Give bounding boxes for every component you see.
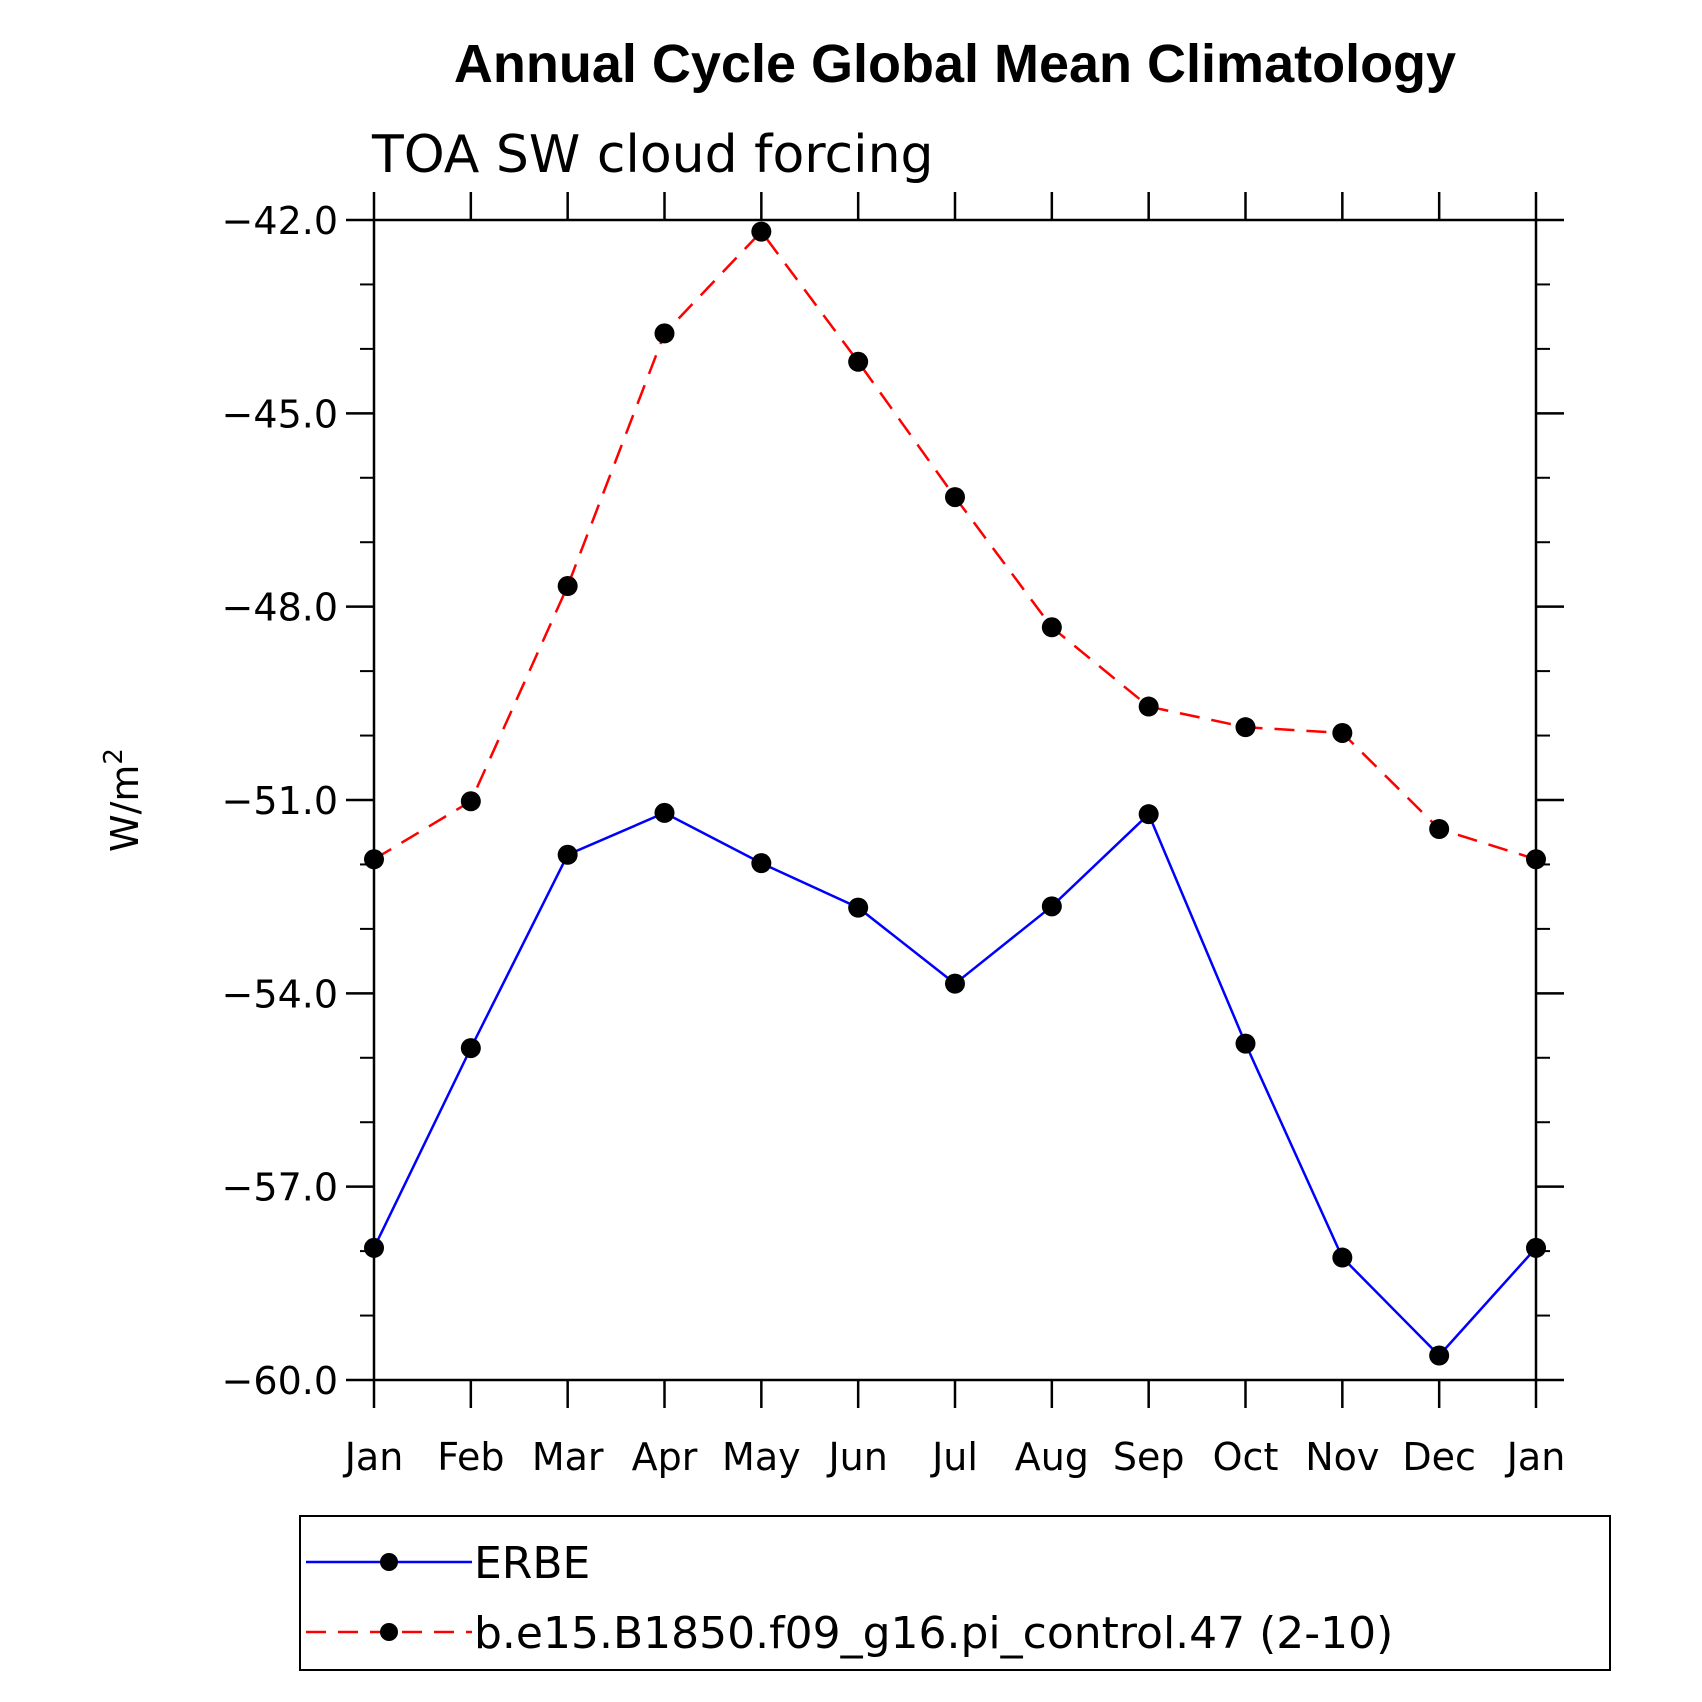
svg-text:W/m2: W/m2 xyxy=(99,748,147,852)
data-point-1 xyxy=(1138,696,1159,717)
marker-layer xyxy=(364,221,1546,1366)
x-tick-label: Aug xyxy=(1015,1435,1089,1479)
data-point-1 xyxy=(1235,717,1256,738)
y-tick-label: −45.0 xyxy=(222,392,338,436)
y-tick-label: −42.0 xyxy=(222,199,338,243)
data-point-1 xyxy=(654,323,675,344)
x-tick-label: Mar xyxy=(532,1435,604,1479)
data-point-0 xyxy=(751,853,772,874)
y-axis-label-text: W/m xyxy=(103,765,147,852)
series-layer xyxy=(372,229,1537,1358)
data-point-0 xyxy=(1138,804,1159,825)
legend-marker-erbe xyxy=(380,1553,398,1571)
legend-label-model: b.e15.B1850.f09_g16.pi_control.47 (2-10) xyxy=(474,1608,1393,1659)
x-tick-label: Jun xyxy=(826,1435,887,1479)
legend-marker-model xyxy=(380,1623,398,1641)
data-point-1 xyxy=(1429,819,1450,839)
data-point-0 xyxy=(848,897,869,918)
y-axis-label-superscript: 2 xyxy=(99,748,129,765)
data-point-0 xyxy=(654,802,675,823)
chart-subtitle: TOA SW cloud forcing xyxy=(371,125,934,185)
x-tick-label: May xyxy=(722,1435,801,1479)
data-point-1 xyxy=(557,576,578,597)
chart-title: Annual Cycle Global Mean Climatology xyxy=(454,34,1456,94)
x-tick-label: Feb xyxy=(437,1435,504,1479)
y-tick-label: −48.0 xyxy=(222,586,338,630)
data-point-1 xyxy=(1332,722,1353,743)
data-point-1 xyxy=(460,791,481,812)
x-tick-label: Dec xyxy=(1402,1435,1476,1479)
y-tick-label: −60.0 xyxy=(222,1359,338,1403)
data-point-1 xyxy=(848,351,869,372)
x-tick-label: Apr xyxy=(632,1435,698,1479)
x-tick-label: Oct xyxy=(1213,1435,1279,1479)
y-tick-label: −54.0 xyxy=(222,972,338,1016)
series-line-0 xyxy=(372,811,1537,1358)
y-tick-label: −51.0 xyxy=(222,779,338,823)
data-point-0 xyxy=(1041,896,1062,917)
x-tick-label: Jan xyxy=(1505,1435,1566,1479)
series-line-1 xyxy=(373,229,1537,861)
legend: ERBE b.e15.B1850.f09_g16.pi_control.47 (… xyxy=(299,1515,1611,1671)
x-tick-label: Sep xyxy=(1113,1435,1185,1479)
data-point-0 xyxy=(557,844,578,865)
y-axis-label: W/m2 xyxy=(99,748,147,852)
data-point-1 xyxy=(945,487,965,508)
data-point-0 xyxy=(945,973,965,994)
axis-ticks xyxy=(346,192,1564,1408)
x-tick-label: Jan xyxy=(343,1435,404,1479)
legend-label-erbe: ERBE xyxy=(474,1538,590,1589)
tick-labels: −60.0 −57.0 −54.0 −51.0 −48.0 −45.0 −42.0 Jan Fe… xyxy=(222,199,1566,1479)
legend-box xyxy=(299,1515,1611,1671)
x-tick-label: Nov xyxy=(1305,1435,1379,1479)
plot-frame xyxy=(372,218,1538,1382)
y-tick-label: −57.0 xyxy=(222,1166,338,1210)
data-point-0 xyxy=(1235,1033,1256,1054)
data-point-0 xyxy=(1429,1345,1450,1366)
data-point-0 xyxy=(1332,1247,1353,1268)
x-tick-label: Jul xyxy=(930,1435,978,1479)
data-point-1 xyxy=(751,221,772,242)
data-point-1 xyxy=(1041,617,1062,638)
data-point-0 xyxy=(460,1038,481,1059)
